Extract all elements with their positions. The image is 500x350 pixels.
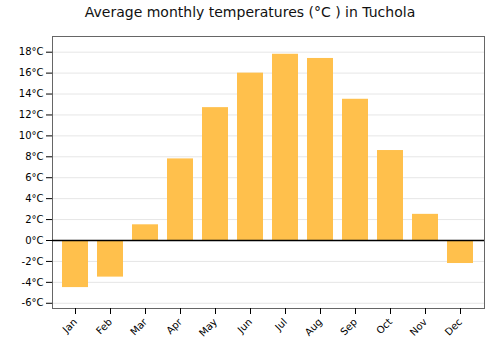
svg-text:12°C: 12°C	[19, 109, 44, 120]
svg-text:Sep: Sep	[338, 316, 359, 337]
svg-text:16°C: 16°C	[19, 67, 44, 78]
svg-text:-2°C: -2°C	[22, 256, 44, 267]
svg-text:8°C: 8°C	[25, 151, 43, 162]
svg-text:Oct: Oct	[374, 316, 394, 336]
svg-text:Aug: Aug	[303, 316, 325, 338]
svg-text:-4°C: -4°C	[22, 277, 44, 288]
svg-text:Dec: Dec	[443, 316, 464, 337]
svg-text:Feb: Feb	[94, 316, 114, 336]
svg-text:Apr: Apr	[164, 316, 185, 337]
svg-text:Jan: Jan	[60, 316, 79, 335]
svg-text:2°C: 2°C	[25, 214, 43, 225]
svg-text:-6°C: -6°C	[22, 297, 44, 308]
svg-text:Nov: Nov	[408, 316, 430, 338]
svg-text:Jun: Jun	[235, 316, 255, 336]
svg-text:10°C: 10°C	[19, 130, 44, 141]
svg-text:6°C: 6°C	[25, 172, 43, 183]
svg-text:May: May	[197, 316, 219, 338]
html-text:Average monthly temperatures (: Average monthly temperatures (°C ) in Tu…	[84, 4, 416, 20]
svg-text:0°C: 0°C	[25, 235, 43, 246]
svg-text:14°C: 14°C	[19, 88, 44, 99]
svg-text:Mar: Mar	[128, 316, 150, 338]
svg-text:18°C: 18°C	[19, 46, 44, 57]
svg-text:4°C: 4°C	[25, 193, 43, 204]
svg-text:Jul: Jul	[272, 316, 289, 333]
